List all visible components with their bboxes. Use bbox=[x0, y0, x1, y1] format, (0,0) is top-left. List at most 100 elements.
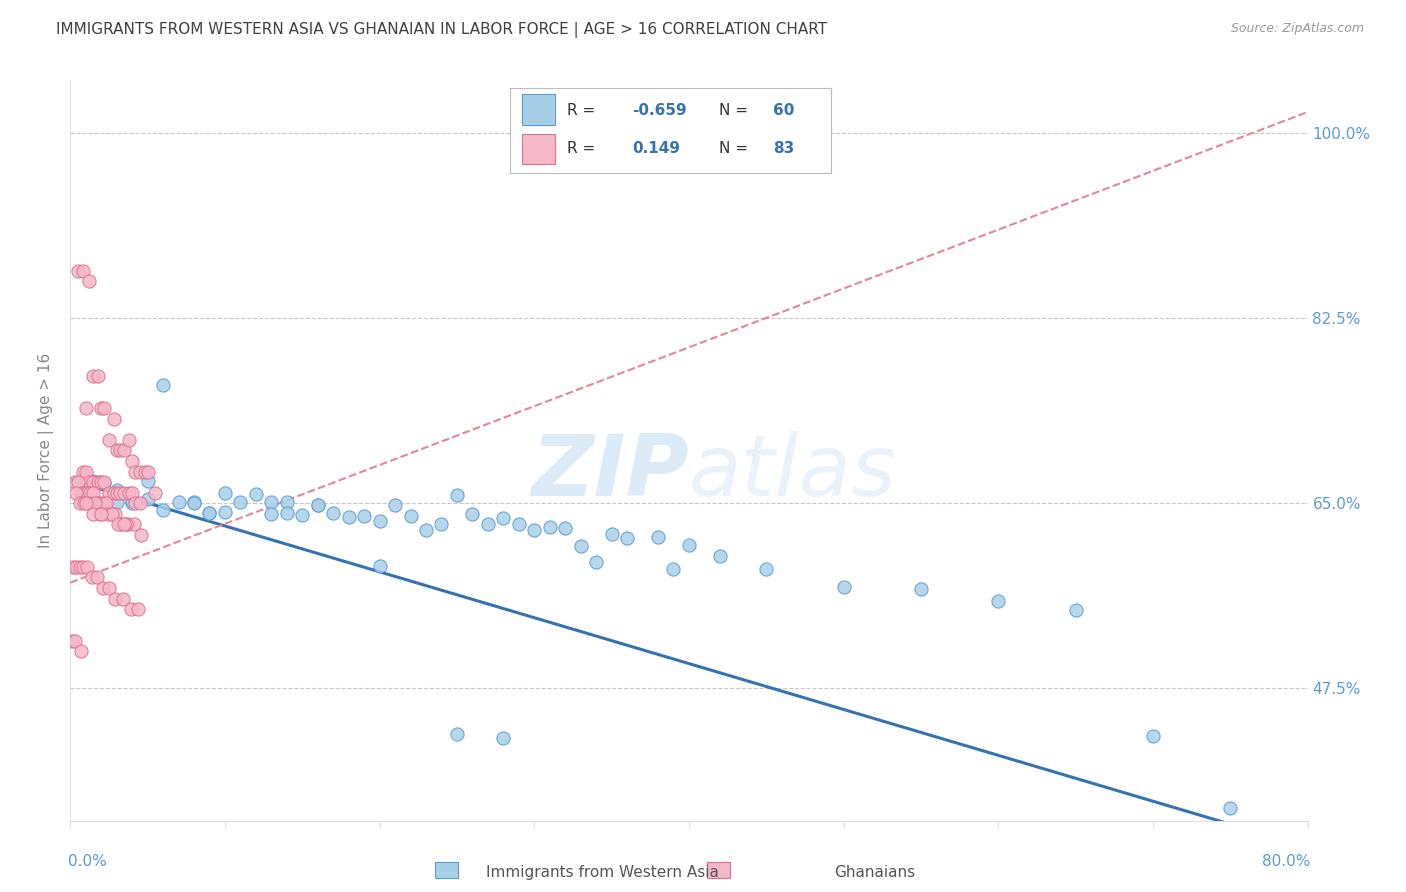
Point bbox=[569, 539, 592, 553]
Point bbox=[72, 465, 94, 479]
Point bbox=[538, 519, 561, 533]
Point bbox=[183, 495, 205, 509]
Point bbox=[63, 475, 86, 490]
Point bbox=[62, 559, 84, 574]
Point bbox=[554, 521, 576, 535]
Point bbox=[60, 633, 83, 648]
Point bbox=[492, 511, 515, 525]
Point bbox=[198, 506, 221, 520]
Point bbox=[124, 465, 146, 479]
Point bbox=[647, 530, 669, 544]
Point bbox=[118, 433, 141, 447]
Point bbox=[1142, 729, 1164, 743]
Text: Immigrants from Western Asia: Immigrants from Western Asia bbox=[486, 865, 718, 880]
Point bbox=[152, 502, 174, 516]
Point bbox=[121, 496, 143, 510]
Point bbox=[105, 485, 128, 500]
Point bbox=[90, 507, 112, 521]
Point bbox=[93, 401, 115, 416]
Point bbox=[337, 510, 360, 524]
Point bbox=[678, 538, 700, 552]
Point bbox=[755, 562, 778, 576]
Point bbox=[662, 562, 685, 576]
Point bbox=[70, 485, 93, 500]
Point bbox=[127, 602, 149, 616]
Point bbox=[91, 496, 114, 510]
Point bbox=[987, 593, 1010, 607]
Point bbox=[461, 507, 484, 521]
Point bbox=[214, 485, 236, 500]
Point bbox=[136, 465, 159, 479]
Text: 80.0%: 80.0% bbox=[1261, 854, 1310, 869]
Point bbox=[86, 570, 108, 584]
Point bbox=[108, 485, 131, 500]
Point bbox=[67, 263, 90, 277]
Point bbox=[105, 483, 128, 497]
Point bbox=[65, 559, 87, 574]
Point bbox=[91, 581, 114, 595]
Point bbox=[121, 485, 143, 500]
Point bbox=[93, 475, 115, 490]
Point bbox=[129, 496, 152, 510]
Point bbox=[82, 507, 105, 521]
Point bbox=[73, 485, 96, 500]
Point bbox=[117, 517, 139, 532]
Point bbox=[114, 485, 136, 500]
Text: IMMIGRANTS FROM WESTERN ASIA VS GHANAIAN IN LABOR FORCE | AGE > 16 CORRELATION C: IMMIGRANTS FROM WESTERN ASIA VS GHANAIAN… bbox=[56, 22, 827, 38]
Text: ZIP: ZIP bbox=[531, 431, 689, 514]
Point bbox=[69, 496, 91, 510]
Point bbox=[77, 496, 100, 510]
Point bbox=[477, 517, 499, 532]
Point bbox=[910, 582, 932, 596]
Point bbox=[129, 465, 152, 479]
Point bbox=[82, 475, 105, 490]
Point bbox=[260, 507, 283, 521]
Point bbox=[103, 485, 125, 500]
Point bbox=[75, 401, 97, 416]
Point bbox=[131, 528, 153, 542]
Point bbox=[118, 485, 141, 500]
Point bbox=[145, 485, 167, 500]
Point bbox=[122, 517, 145, 532]
Point bbox=[105, 443, 128, 458]
Point bbox=[245, 487, 267, 501]
Point bbox=[260, 495, 283, 509]
Point bbox=[86, 496, 108, 510]
Point bbox=[152, 377, 174, 392]
Point bbox=[69, 559, 91, 574]
Point bbox=[90, 401, 112, 416]
Point bbox=[98, 581, 121, 595]
Point bbox=[214, 505, 236, 519]
Point bbox=[368, 514, 391, 528]
Point bbox=[415, 523, 437, 537]
Point bbox=[368, 558, 391, 573]
Point bbox=[96, 507, 118, 521]
Text: 0.0%: 0.0% bbox=[67, 854, 107, 869]
Point bbox=[110, 517, 132, 532]
Point bbox=[82, 474, 105, 488]
Point bbox=[63, 633, 86, 648]
Point bbox=[585, 555, 607, 569]
Point bbox=[121, 494, 143, 508]
Point bbox=[600, 527, 623, 541]
Point bbox=[101, 507, 124, 521]
Point bbox=[82, 369, 105, 384]
Point bbox=[291, 508, 314, 522]
Point bbox=[89, 496, 111, 510]
Point bbox=[229, 495, 252, 509]
Point bbox=[115, 517, 138, 532]
Point bbox=[121, 454, 143, 468]
Point bbox=[183, 496, 205, 510]
Point bbox=[114, 443, 136, 458]
Point bbox=[114, 517, 136, 532]
Point bbox=[72, 263, 94, 277]
Point bbox=[353, 509, 375, 524]
Point bbox=[100, 507, 122, 521]
Point bbox=[616, 531, 638, 545]
Point bbox=[79, 485, 101, 500]
Y-axis label: In Labor Force | Age > 16: In Labor Force | Age > 16 bbox=[38, 353, 55, 548]
Point bbox=[384, 499, 406, 513]
Point bbox=[111, 591, 134, 606]
Point bbox=[136, 474, 159, 488]
Point bbox=[98, 433, 121, 447]
